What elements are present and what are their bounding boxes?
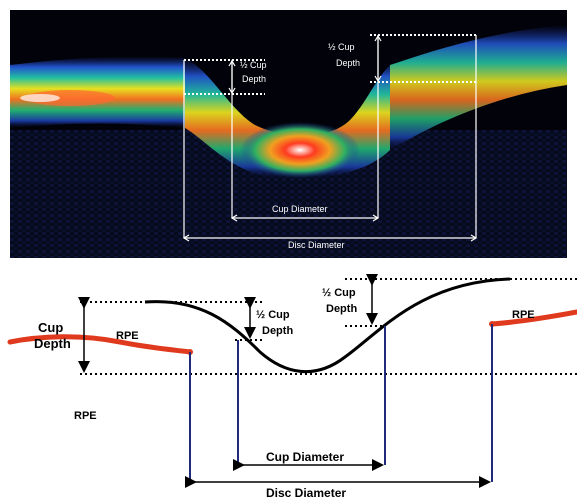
- rpe-bright-streak: [25, 90, 115, 106]
- cup-diameter-arrowhead-right: [372, 214, 380, 222]
- oct-scan-svg: ½ Cup Depth ½ Cup Depth Cup Diameter Dis…: [10, 10, 567, 258]
- rpe-label-right: RPE: [512, 309, 535, 321]
- oct-scan-image: ½ Cup Depth ½ Cup Depth Cup Diameter Dis…: [10, 10, 567, 258]
- half-cup-depth-left-line1: ½ Cup: [256, 309, 290, 321]
- cup-depth-label-line1: Cup: [38, 320, 63, 335]
- cup-cavity: [188, 50, 390, 115]
- rpe-label-left-curve: RPE: [116, 330, 139, 342]
- oct-disc-diameter-label: Disc Diameter: [288, 240, 345, 250]
- rpe-white-streak: [20, 94, 60, 102]
- half-cup-depth-right-line1: ½ Cup: [322, 287, 356, 299]
- right-half-depth-arrowhead-down: [374, 75, 382, 83]
- rpe-right-curve: [489, 309, 577, 327]
- half-cup-depth-left-line2: Depth: [262, 325, 293, 337]
- retinal-layer-right: [390, 25, 567, 150]
- cup-diameter-arrowhead-left: [230, 214, 238, 222]
- left-half-depth-arrowhead-down: [228, 87, 236, 95]
- oct-half-cup-label-left-2: Depth: [242, 74, 266, 84]
- cup-depth-label-line2: Depth: [34, 336, 71, 351]
- cup-profile-curve: [144, 277, 511, 374]
- left-half-depth-arrowhead-up: [228, 59, 236, 67]
- disc-diameter-arrowhead-left: [182, 234, 190, 242]
- cup-disc-schematic: Cup Depth RPE RPE RPE ½ Cup Depth ½ Cup …: [7, 274, 577, 500]
- oct-half-cup-label-left: ½ Cup: [240, 60, 267, 70]
- disc-diameter-label: Disc Diameter: [266, 486, 346, 500]
- right-half-depth-arrowhead-up: [374, 34, 382, 42]
- oct-cup-diameter-label: Cup Diameter: [272, 204, 328, 214]
- half-cup-depth-right-line2: Depth: [326, 303, 357, 315]
- disc-diameter-arrowhead-right: [470, 234, 478, 242]
- oct-half-cup-label-right: ½ Cup: [328, 42, 355, 52]
- rpe-left-curve: [7, 334, 193, 355]
- cup-diameter-label: Cup Diameter: [266, 450, 344, 464]
- oct-half-cup-label-right-2: Depth: [336, 58, 360, 68]
- rpe-label-below: RPE: [74, 410, 97, 422]
- cup-bright-region: [240, 122, 360, 178]
